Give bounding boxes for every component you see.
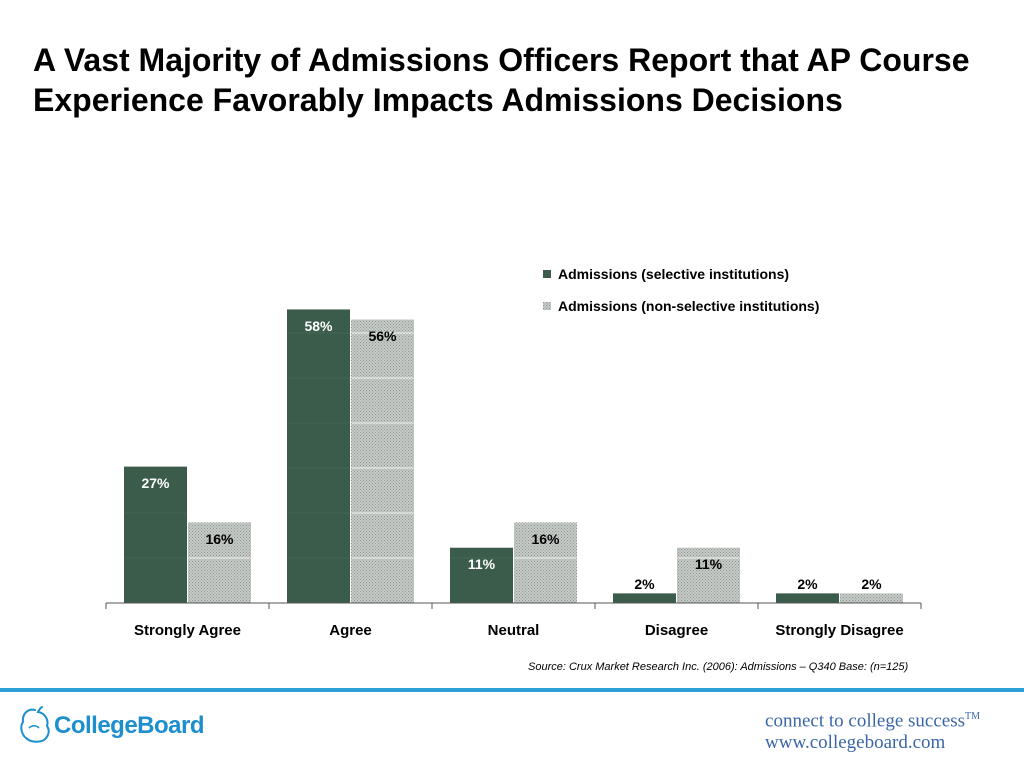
x-axis-ticks — [106, 603, 921, 609]
legend-label-selective: Admissions (selective institutions) — [558, 266, 789, 282]
tagline-url[interactable]: www.collegeboard.com — [765, 732, 980, 754]
bar-non-selective — [840, 593, 904, 603]
acorn-logo-icon — [18, 706, 52, 746]
collegeboard-logo[interactable]: CollegeBoard — [18, 706, 204, 746]
data-label: 56% — [368, 328, 397, 344]
data-label: 2% — [634, 576, 655, 592]
data-label: 27% — [141, 475, 170, 491]
x-tick-label: Disagree — [645, 622, 708, 639]
data-label: 11% — [695, 556, 723, 572]
legend-label-non-selective: Admissions (non-selective institutions) — [558, 298, 819, 314]
data-label: 58% — [304, 318, 333, 334]
data-label: 2% — [861, 576, 882, 592]
data-label: 16% — [531, 531, 560, 547]
x-tick-label: Agree — [329, 622, 372, 639]
trademark-mark: TM — [965, 711, 980, 722]
legend-item-non-selective: Admissions (non-selective institutions) — [543, 296, 819, 316]
bar-selective — [287, 309, 351, 603]
footer-divider — [0, 688, 1024, 692]
x-tick-label: Strongly Disagree — [775, 622, 903, 639]
x-tick-label: Neutral — [488, 622, 540, 639]
logo-wordmark: CollegeBoard — [54, 712, 204, 740]
data-label: 2% — [797, 576, 818, 592]
bar-selective — [613, 593, 677, 603]
footer-tagline: connect to college successTM www.college… — [765, 706, 980, 754]
x-axis-labels: Strongly Agree Agree Neutral Disagree Strong… — [134, 622, 904, 639]
source-note: Source: Crux Market Research Inc. (2006)… — [528, 661, 908, 673]
legend-item-selective: Admissions (selective institutions) — [543, 264, 819, 284]
legend-swatch-non-selective — [543, 302, 551, 310]
data-label: 16% — [205, 531, 234, 547]
bar-selective — [776, 593, 840, 603]
legend-swatch-selective — [543, 270, 551, 278]
bar-non-selective — [351, 319, 415, 603]
bars-group: 27% 16% 58% 56% 11% 16% 2% 11% 2% 2% — [124, 309, 904, 603]
x-tick-label: Strongly Agree — [134, 622, 241, 639]
data-label: 11% — [468, 556, 496, 572]
bar-chart: 27% 16% 58% 56% 11% 16% 2% 11% 2% 2% Strongly Agr… — [0, 0, 1024, 680]
legend: Admissions (selective institutions) Admi… — [543, 264, 819, 328]
tagline-line1: connect to college successTM — [765, 706, 980, 732]
